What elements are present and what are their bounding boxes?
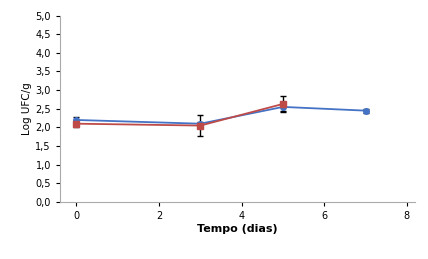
- Y-axis label: Log UFC/g: Log UFC/g: [23, 82, 33, 135]
- X-axis label: Tempo (dias): Tempo (dias): [197, 224, 278, 234]
